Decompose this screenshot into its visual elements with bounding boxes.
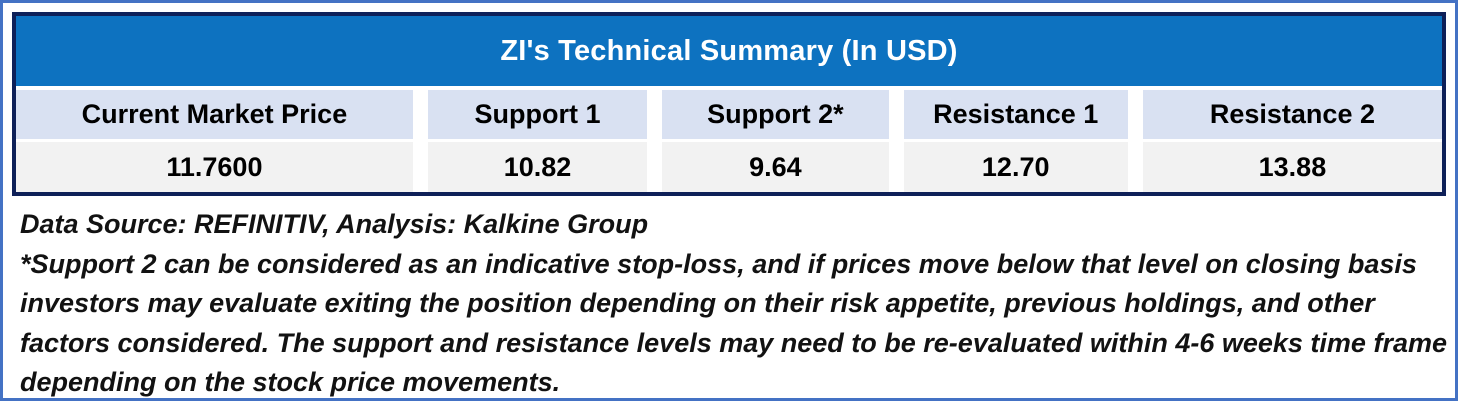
note-line: factors considered. The support and resi… xyxy=(20,327,1447,358)
technical-summary-table: ZI's Technical Summary (In USD) Current … xyxy=(12,12,1446,196)
table-grid: Current Market Price Support 1 Support 2… xyxy=(16,90,1442,192)
column-header-resistance-2: Resistance 2 xyxy=(1142,90,1442,139)
value-current-market-price: 11.7600 xyxy=(16,142,413,192)
column-header-support-1: Support 1 xyxy=(427,90,648,139)
column-header-current-market-price: Current Market Price xyxy=(16,90,413,139)
table-title: ZI's Technical Summary (In USD) xyxy=(16,16,1442,86)
column-header-resistance-1: Resistance 1 xyxy=(903,90,1128,139)
value-support-2: 9.64 xyxy=(662,142,889,192)
data-source-line: Data Source: REFINITIV, Analysis: Kalkin… xyxy=(20,209,649,239)
column-header-support-2: Support 2* xyxy=(662,90,889,139)
value-resistance-1: 12.70 xyxy=(903,142,1128,192)
footnote: Data Source: REFINITIV, Analysis: Kalkin… xyxy=(3,196,1455,398)
note-line: investors may evaluate exiting the posit… xyxy=(20,288,1375,318)
value-resistance-2: 13.88 xyxy=(1142,142,1442,192)
value-support-1: 10.82 xyxy=(427,142,648,192)
note-line: *Support 2 can be considered as an indic… xyxy=(20,248,1417,279)
note-line: depending on the stock price movements. xyxy=(20,367,561,397)
